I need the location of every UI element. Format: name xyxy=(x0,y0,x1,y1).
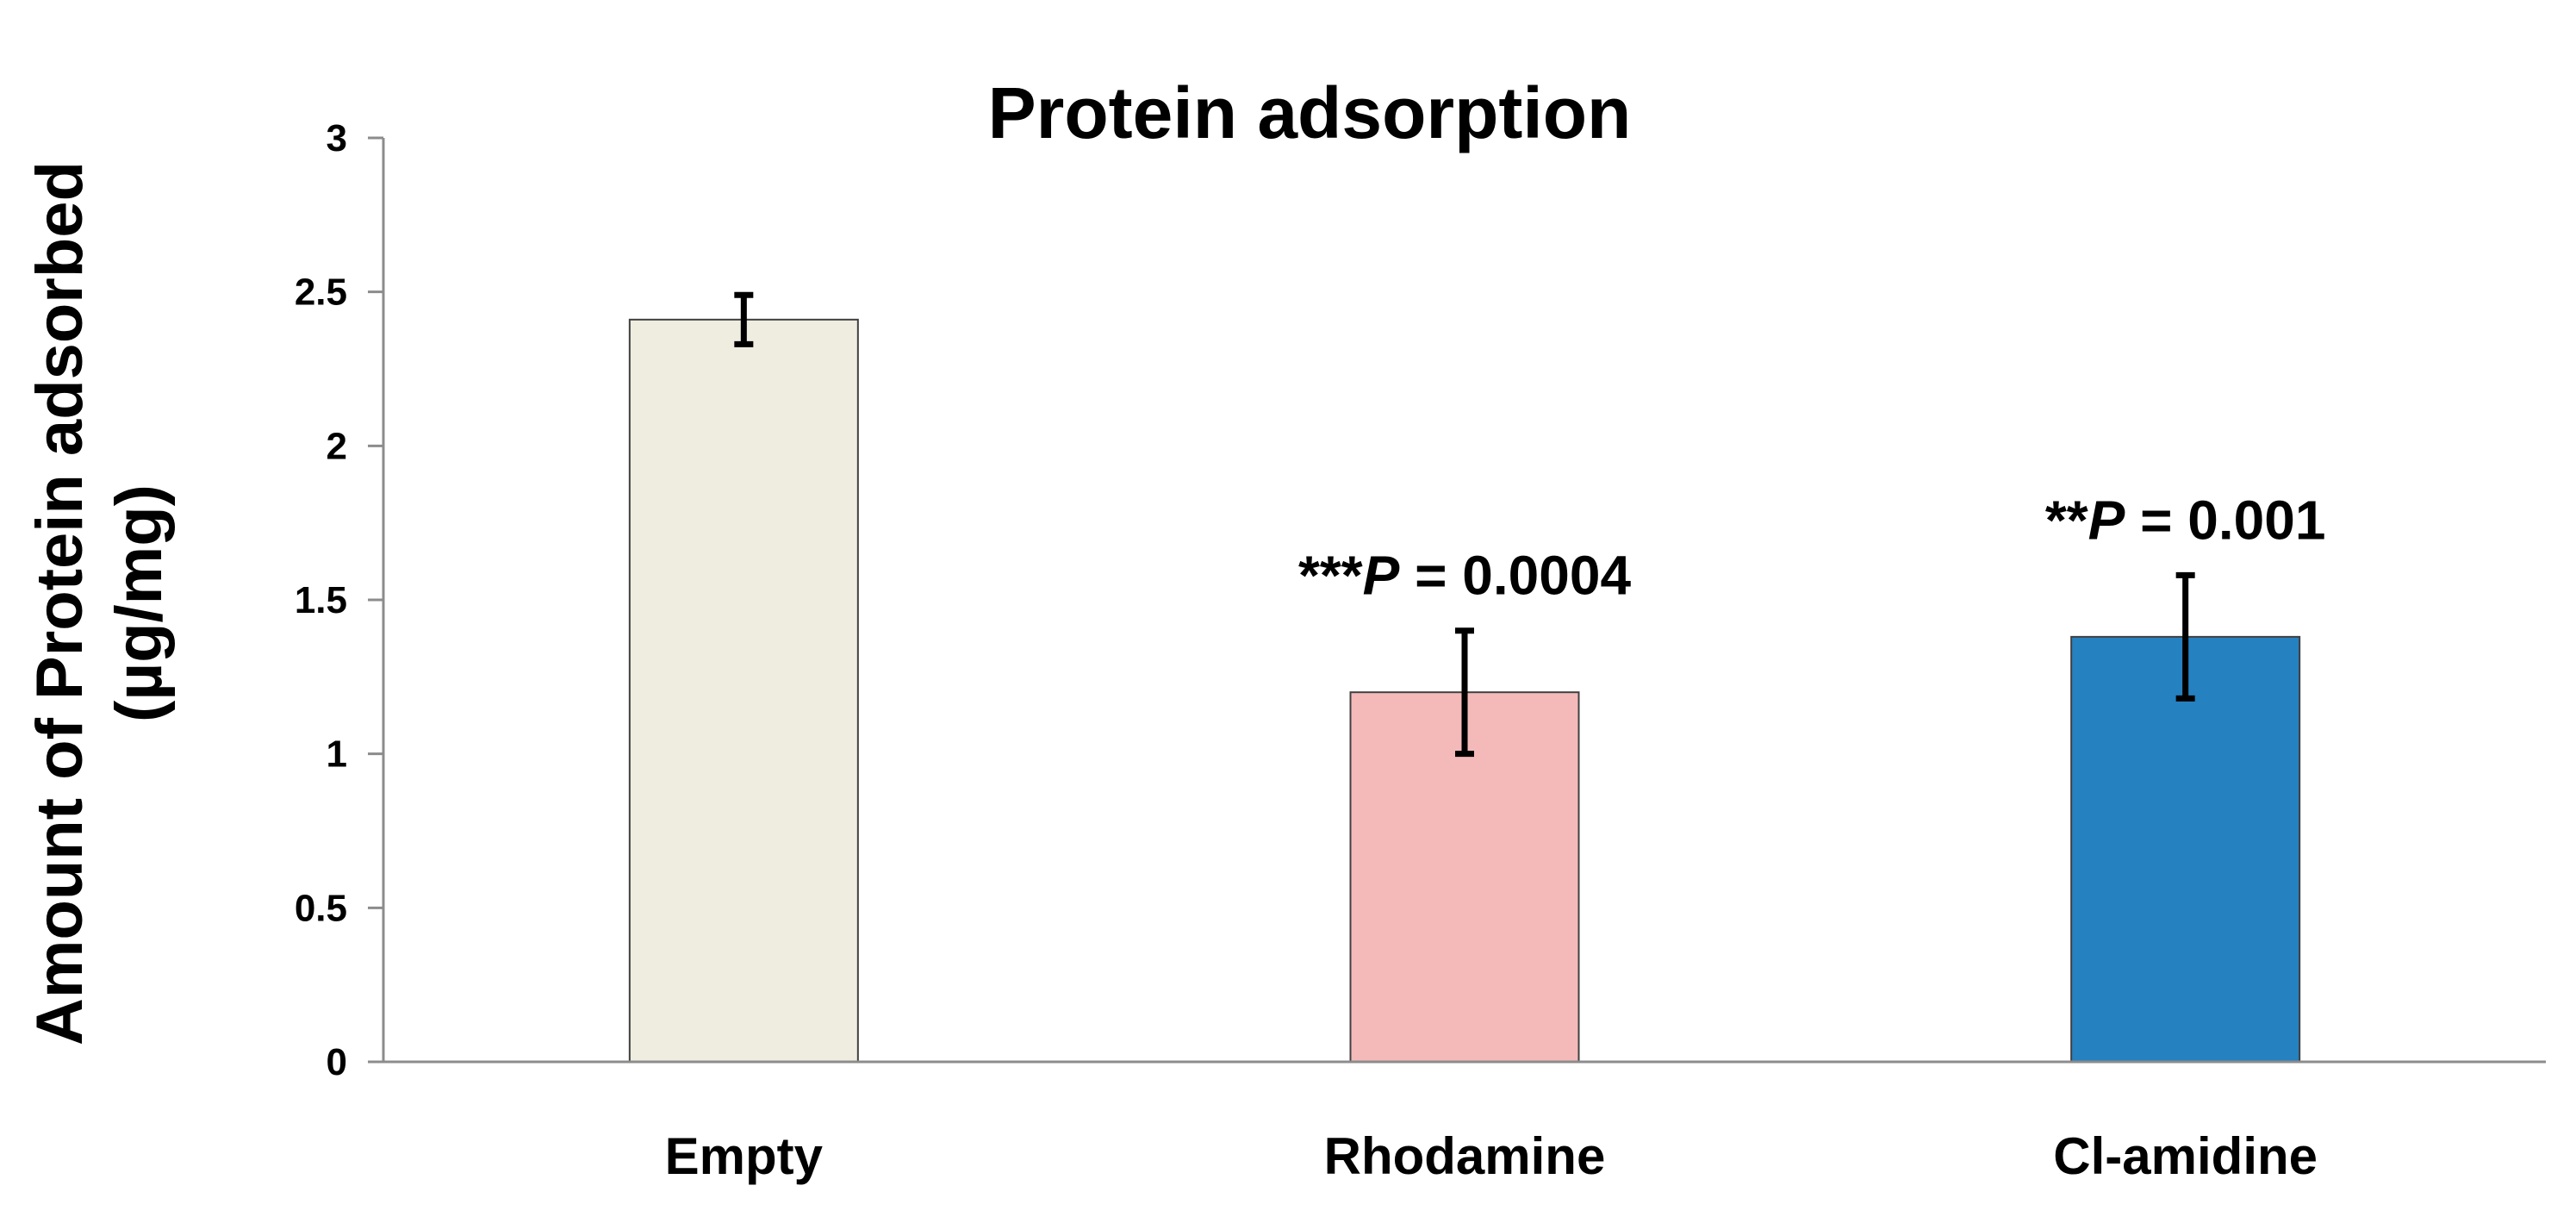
y-tick-label: 1 xyxy=(327,733,347,776)
category-labels: Empty Rhodamine Cl-amidine xyxy=(665,1127,2318,1185)
category-label-cl-amidine: Cl-amidine xyxy=(2053,1127,2318,1185)
p-value-text: = 0.001 xyxy=(2125,489,2325,551)
significance-stars: *** xyxy=(1298,545,1363,607)
significance-annotations: ***P = 0.0004**P = 0.001 xyxy=(1298,489,2326,606)
y-axis-ticks: 0 0.5 1 1.5 2 2.5 3 xyxy=(295,117,383,1083)
chart-title: Protein adsorption xyxy=(988,72,1632,153)
error-bar-rhodamine xyxy=(1455,627,1474,758)
p-letter: P xyxy=(1363,545,1400,607)
p-value-annotation-cl-amidine: **P = 0.001 xyxy=(2045,489,2326,551)
p-value-text: = 0.0004 xyxy=(1399,545,1631,607)
y-tick-label: 0 xyxy=(327,1041,347,1083)
category-label-rhodamine: Rhodamine xyxy=(1324,1127,1606,1185)
y-tick-label: 3 xyxy=(327,117,347,159)
p-letter: P xyxy=(2088,489,2125,551)
bars-group xyxy=(628,291,2301,1063)
error-bar-cl-amidine xyxy=(2175,571,2195,702)
significance-stars: ** xyxy=(2045,489,2088,551)
y-tick-label: 1.5 xyxy=(295,579,347,621)
y-tick-label: 2.5 xyxy=(295,271,347,314)
category-label-empty: Empty xyxy=(665,1127,824,1185)
y-axis-label: Amount of Protein adsorbed (µg/mg) xyxy=(23,161,176,1045)
y-axis-label-line-1: Amount of Protein adsorbed xyxy=(23,161,96,1045)
bar-cl-amidine xyxy=(2070,635,2301,1063)
y-tick-label: 0.5 xyxy=(295,887,347,929)
error-bar-empty xyxy=(734,291,754,347)
y-tick-label: 2 xyxy=(327,425,347,467)
p-value-annotation-rhodamine: ***P = 0.0004 xyxy=(1298,545,1632,607)
y-axis-label-line-2: (µg/mg) xyxy=(103,484,176,722)
bar-empty xyxy=(628,318,859,1063)
